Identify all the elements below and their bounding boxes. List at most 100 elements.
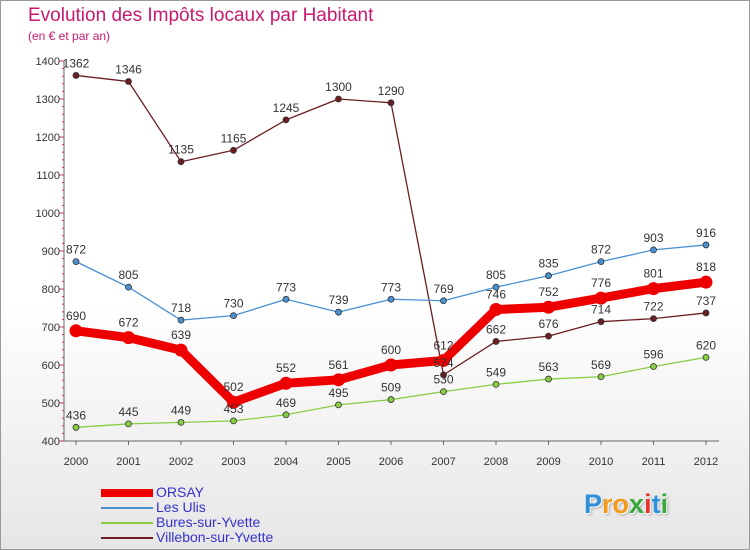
data-label: 916 bbox=[696, 226, 716, 240]
data-label: 495 bbox=[328, 386, 348, 400]
data-label: 552 bbox=[276, 361, 296, 375]
data-point bbox=[492, 338, 500, 345]
chart-title: Evolution des Impôts locaux par Habitant bbox=[28, 5, 374, 26]
x-tick-label: 2010 bbox=[589, 456, 613, 468]
data-label: 872 bbox=[66, 243, 86, 257]
data-point bbox=[492, 380, 500, 388]
data-point bbox=[125, 420, 132, 428]
data-label: 752 bbox=[538, 285, 558, 299]
data-point bbox=[230, 417, 237, 425]
data-label: 730 bbox=[223, 297, 243, 311]
logo-letter: x bbox=[629, 489, 645, 519]
data-point bbox=[597, 318, 605, 326]
x-tick-label: 2008 bbox=[484, 456, 508, 468]
data-label: 1362 bbox=[63, 56, 90, 70]
data-point bbox=[332, 373, 345, 387]
y-tick-label: 500 bbox=[42, 398, 60, 410]
data-point bbox=[545, 332, 552, 340]
data-point bbox=[542, 300, 555, 314]
data-point bbox=[230, 312, 237, 320]
data-label: 600 bbox=[381, 343, 401, 357]
x-tick-label: 2002 bbox=[169, 456, 193, 468]
data-label: 502 bbox=[223, 380, 243, 394]
logo-letter: i bbox=[660, 489, 669, 519]
data-point bbox=[545, 375, 552, 383]
data-label: 1300 bbox=[325, 80, 352, 94]
data-label: 818 bbox=[696, 260, 716, 274]
data-label: 690 bbox=[66, 309, 86, 323]
legend-label: Les Ulis bbox=[156, 499, 206, 515]
x-tick-label: 2012 bbox=[694, 456, 718, 468]
data-point bbox=[230, 146, 237, 154]
data-label: 449 bbox=[171, 403, 191, 417]
data-point bbox=[702, 309, 710, 317]
data-point bbox=[122, 331, 135, 345]
legend-label: Bures-sur-Yvette bbox=[156, 514, 261, 530]
y-tick-label: 1300 bbox=[36, 94, 60, 106]
data-point bbox=[440, 371, 447, 379]
x-tick-label: 2007 bbox=[431, 456, 455, 468]
data-label: 1290 bbox=[378, 84, 405, 98]
data-label: 612 bbox=[433, 338, 453, 352]
x-tick-label: 2001 bbox=[116, 456, 140, 468]
y-tick-label: 1100 bbox=[36, 170, 60, 182]
x-tick-label: 2000 bbox=[64, 456, 88, 468]
data-point bbox=[440, 388, 447, 396]
data-point bbox=[545, 272, 552, 280]
logo-letter: i bbox=[644, 489, 652, 519]
data-label: 620 bbox=[696, 338, 716, 352]
data-point bbox=[384, 358, 398, 372]
data-label: 773 bbox=[381, 280, 401, 294]
data-point bbox=[282, 295, 290, 303]
x-tick-label: 2009 bbox=[536, 456, 560, 468]
data-label: 1346 bbox=[115, 63, 142, 77]
data-label: 445 bbox=[118, 405, 138, 419]
data-point bbox=[650, 246, 657, 254]
data-label: 739 bbox=[328, 293, 348, 307]
legend-label: Villebon-sur-Yvette bbox=[156, 529, 274, 545]
x-tick-label: 2011 bbox=[642, 456, 666, 468]
data-label: 453 bbox=[223, 402, 243, 416]
proxiti-logo: Proxiti bbox=[584, 489, 668, 520]
data-label: 639 bbox=[171, 328, 191, 342]
data-point bbox=[650, 363, 657, 370]
data-label: 835 bbox=[538, 257, 558, 271]
legend-swatch-orsay bbox=[101, 488, 153, 497]
data-point bbox=[489, 303, 503, 317]
data-point bbox=[647, 282, 660, 296]
data-point bbox=[702, 353, 710, 361]
data-label: 872 bbox=[591, 243, 611, 257]
data-point bbox=[174, 343, 188, 357]
data-label: 903 bbox=[643, 231, 663, 245]
data-point bbox=[387, 99, 395, 107]
x-tick-label: 2004 bbox=[274, 456, 298, 468]
data-label: 1165 bbox=[221, 131, 247, 145]
data-label: 1135 bbox=[168, 143, 194, 157]
data-point bbox=[335, 308, 342, 316]
data-point bbox=[597, 258, 605, 266]
y-tick-label: 800 bbox=[42, 284, 60, 296]
data-label: 672 bbox=[118, 316, 138, 330]
data-label: 549 bbox=[486, 365, 506, 379]
x-tick-label: 2005 bbox=[326, 456, 350, 468]
data-point bbox=[72, 72, 80, 79]
data-label: 776 bbox=[591, 276, 611, 290]
data-label: 714 bbox=[591, 303, 611, 317]
data-label: 718 bbox=[171, 301, 191, 315]
data-point bbox=[282, 116, 290, 124]
x-tick-label: 2006 bbox=[379, 456, 403, 468]
data-point bbox=[387, 295, 395, 303]
data-point bbox=[650, 315, 657, 323]
data-label: 805 bbox=[118, 268, 138, 282]
data-label: 1245 bbox=[273, 101, 300, 115]
data-label: 769 bbox=[433, 282, 453, 296]
data-point bbox=[125, 283, 132, 291]
data-point bbox=[699, 275, 713, 289]
data-label: 746 bbox=[486, 288, 506, 302]
y-tick-label: 1200 bbox=[36, 132, 60, 144]
legend-label: ORSAY bbox=[156, 484, 204, 500]
data-point bbox=[279, 376, 293, 390]
data-label: 805 bbox=[486, 268, 506, 282]
